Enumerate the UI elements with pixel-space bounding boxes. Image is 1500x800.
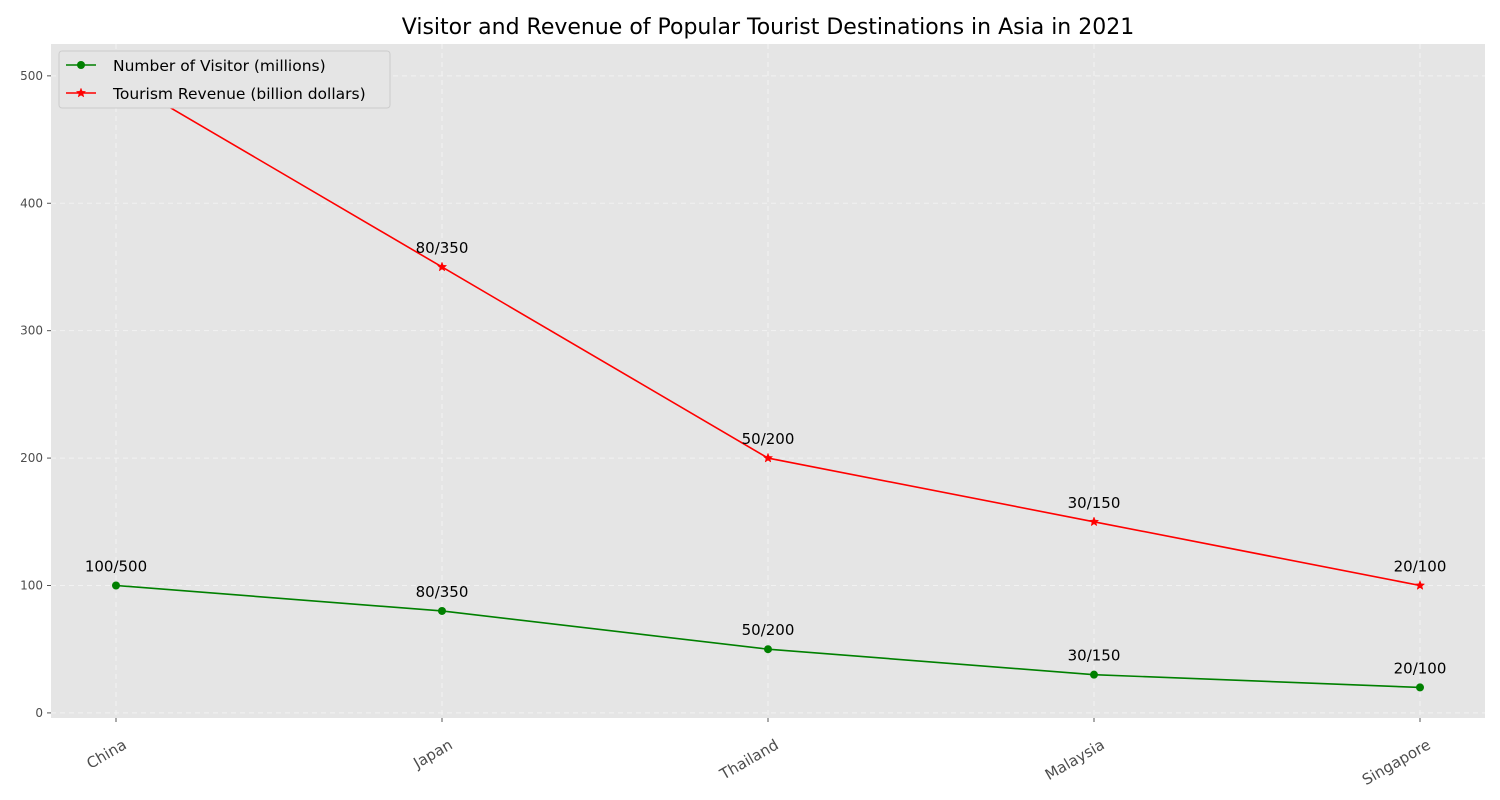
data-label: 20/100 — [1394, 659, 1447, 677]
y-tick-label: 500 — [20, 69, 43, 83]
legend-label: Number of Visitor (millions) — [113, 57, 326, 75]
y-tick-label: 300 — [20, 324, 43, 338]
x-tick-label: Malaysia — [1042, 736, 1108, 784]
data-label: 50/200 — [742, 430, 795, 448]
data-label: 20/100 — [1394, 557, 1447, 575]
data-label: 50/200 — [742, 621, 795, 639]
x-tick-label: China — [83, 736, 129, 773]
y-tick-label: 400 — [20, 196, 43, 210]
y-tick-label: 0 — [35, 706, 43, 720]
legend: Number of Visitor (millions) Tourism Reve… — [58, 50, 391, 109]
x-tick-label: Thailand — [716, 736, 782, 784]
data-label: 80/350 — [416, 583, 469, 601]
data-point — [1414, 580, 1426, 590]
chart-title: Visitor and Revenue of Popular Tourist D… — [402, 15, 1134, 40]
data-point — [1088, 516, 1100, 527]
series-0 — [112, 581, 1424, 692]
legend-item: Tourism Revenue (billion dollars) — [66, 85, 366, 103]
legend-marker — [75, 87, 87, 98]
data-point — [112, 581, 120, 590]
data-label: 100/500 — [85, 557, 147, 575]
legend-item: Number of Visitor (millions) — [66, 57, 326, 75]
data-label: 80/350 — [416, 239, 469, 257]
data-point — [764, 645, 772, 654]
legend-marker — [77, 61, 85, 69]
x-tick-label: Singapore — [1359, 736, 1434, 789]
series-layer — [110, 70, 1426, 692]
data-label: 30/150 — [1068, 647, 1121, 665]
data-point — [438, 606, 446, 615]
legend-label: Tourism Revenue (billion dollars) — [112, 85, 366, 103]
legend-box — [58, 50, 391, 109]
data-label: 30/150 — [1068, 494, 1121, 512]
data-point — [1416, 683, 1424, 692]
data-point — [1090, 670, 1098, 679]
x-tick-label: Japan — [409, 736, 455, 773]
x-axis-ticks: China Japan Thailand Malaysia Singapore — [83, 718, 1434, 789]
y-tick-label: 100 — [20, 578, 43, 592]
y-axis-ticks: 0 100 200 300 400 500 — [20, 69, 51, 720]
data-point — [436, 261, 448, 272]
y-tick-label: 200 — [20, 451, 43, 465]
data-point — [762, 452, 774, 463]
